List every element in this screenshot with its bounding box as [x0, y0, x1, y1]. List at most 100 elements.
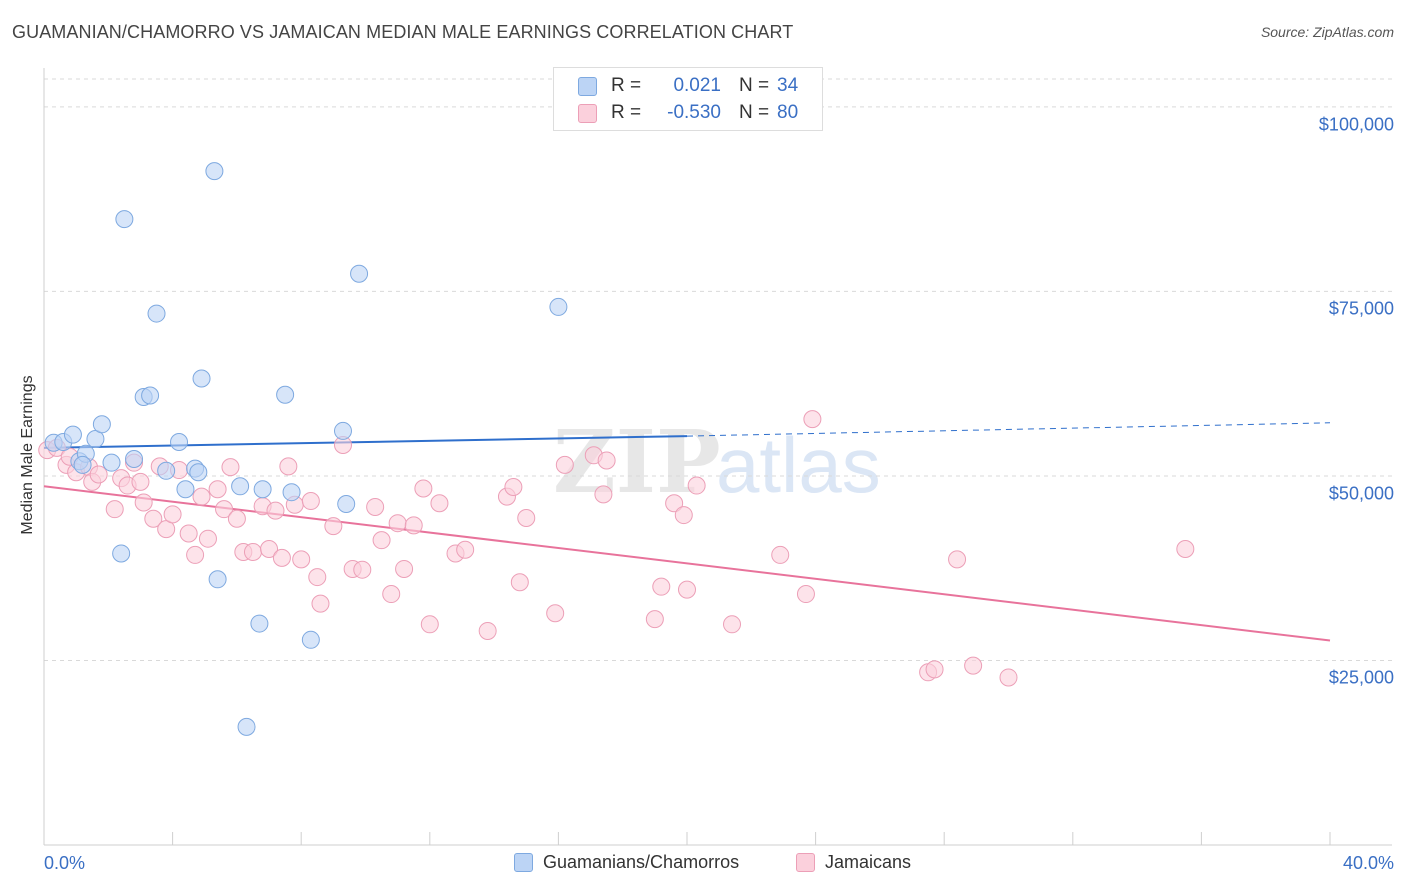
- point-guamanian: [208, 570, 227, 589]
- watermark-atlas: atlas: [716, 421, 881, 509]
- point-jamaican: [372, 531, 391, 550]
- n-label: N =: [739, 102, 770, 123]
- point-guamanian: [147, 304, 166, 323]
- point-jamaican: [517, 509, 536, 528]
- point-jamaican: [803, 410, 822, 429]
- point-jamaican: [221, 458, 240, 477]
- point-jamaican: [510, 573, 529, 592]
- point-jamaican: [272, 548, 291, 567]
- bottom-legend-guamanian: Guamanians/Chamorros: [514, 852, 739, 873]
- point-jamaican: [192, 487, 211, 506]
- point-jamaican: [366, 497, 385, 516]
- point-jamaican: [478, 621, 497, 640]
- point-jamaican: [131, 472, 150, 491]
- r-label: R =: [611, 102, 642, 123]
- point-jamaican: [504, 478, 523, 497]
- point-guamanian: [250, 614, 269, 633]
- y-tick-label: $75,000: [1328, 298, 1394, 319]
- point-guamanian: [301, 630, 320, 649]
- point-jamaican: [292, 550, 311, 569]
- point-guamanian: [237, 717, 256, 736]
- point-guamanian: [189, 463, 208, 482]
- point-jamaican: [1176, 540, 1195, 559]
- point-jamaican: [678, 580, 696, 599]
- chart-title: GUAMANIAN/CHAMORRO VS JAMAICAN MEDIAN MA…: [12, 22, 794, 42]
- point-guamanian: [92, 415, 111, 434]
- y-tick-label: $50,000: [1328, 483, 1394, 504]
- legend-swatch-blue: [578, 76, 597, 96]
- y-tick-label: $25,000: [1328, 667, 1394, 688]
- point-jamaican: [925, 660, 944, 679]
- point-jamaican: [546, 604, 565, 623]
- bottom-legend-label: Jamaicans: [825, 852, 912, 872]
- point-guamanian: [176, 480, 195, 499]
- point-guamanian: [337, 495, 356, 513]
- point-jamaican: [652, 577, 671, 596]
- point-jamaican: [134, 493, 153, 512]
- data-points: [38, 162, 1195, 736]
- point-jamaican: [279, 457, 298, 476]
- x-tick-label-min: 0.0%: [44, 853, 86, 873]
- point-guamanian: [253, 480, 272, 499]
- point-jamaican: [382, 585, 401, 604]
- point-guamanian: [282, 483, 301, 502]
- point-jamaican: [353, 560, 372, 579]
- point-jamaican: [771, 545, 790, 564]
- point-guamanian: [170, 433, 189, 451]
- point-jamaican: [260, 540, 279, 559]
- bottom-legend-label: Guamanians/Chamorros: [543, 852, 740, 872]
- point-jamaican: [395, 559, 414, 578]
- n-value: 80: [777, 102, 799, 123]
- point-jamaican: [999, 668, 1018, 687]
- point-jamaican: [430, 494, 449, 513]
- point-jamaican: [594, 485, 613, 504]
- source-label: Source: ZipAtlas.com: [1260, 24, 1394, 40]
- watermark-zip: ZIP: [553, 412, 721, 513]
- point-jamaican: [301, 492, 320, 511]
- y-axis-label: Median Male Earnings: [19, 375, 36, 535]
- r-label: R =: [611, 75, 642, 96]
- point-guamanian: [549, 297, 568, 316]
- point-jamaican: [186, 545, 205, 564]
- bottom-legend-swatch-pink: [796, 853, 815, 872]
- point-jamaican: [555, 455, 574, 474]
- point-guamanian: [141, 386, 160, 405]
- point-jamaican: [674, 506, 693, 525]
- r-value: 0.021: [673, 75, 721, 96]
- point-guamanian: [157, 461, 176, 480]
- trend-line-guamanian: [43, 435, 688, 449]
- r-value: -0.530: [667, 102, 721, 123]
- bottom-legend-jamaican: Jamaicans: [796, 852, 911, 873]
- point-guamanian: [205, 162, 224, 181]
- point-jamaican: [227, 509, 246, 528]
- point-jamaican: [163, 505, 182, 524]
- point-jamaican: [308, 568, 327, 587]
- point-guamanian: [112, 544, 131, 563]
- point-jamaican: [198, 529, 217, 548]
- point-jamaican: [105, 500, 124, 519]
- point-jamaican: [964, 656, 983, 675]
- point-guamanian: [63, 425, 82, 444]
- legend-row-jamaican: R = -0.530 N = 80: [578, 101, 798, 125]
- point-jamaican: [404, 516, 423, 535]
- trend-line-guamanian-extension: [686, 422, 1331, 437]
- point-jamaican: [388, 514, 407, 533]
- point-jamaican: [311, 594, 330, 613]
- watermark: ZIP atlas: [553, 412, 881, 513]
- legend-swatch-pink: [578, 103, 597, 123]
- point-jamaican: [948, 550, 967, 569]
- y-tick-label: $100,000: [1318, 114, 1394, 135]
- point-jamaican: [208, 480, 227, 499]
- point-jamaican: [420, 615, 439, 634]
- bottom-legend-swatch-blue: [514, 853, 533, 872]
- point-jamaican: [144, 509, 163, 528]
- point-guamanian: [102, 453, 121, 472]
- x-tick-label-max: 40.0%: [1342, 853, 1394, 873]
- point-jamaican: [179, 524, 198, 543]
- point-guamanian: [276, 385, 295, 404]
- point-guamanian: [192, 369, 211, 388]
- point-jamaican: [243, 542, 262, 561]
- point-guamanian: [73, 455, 92, 474]
- point-jamaican: [665, 494, 684, 513]
